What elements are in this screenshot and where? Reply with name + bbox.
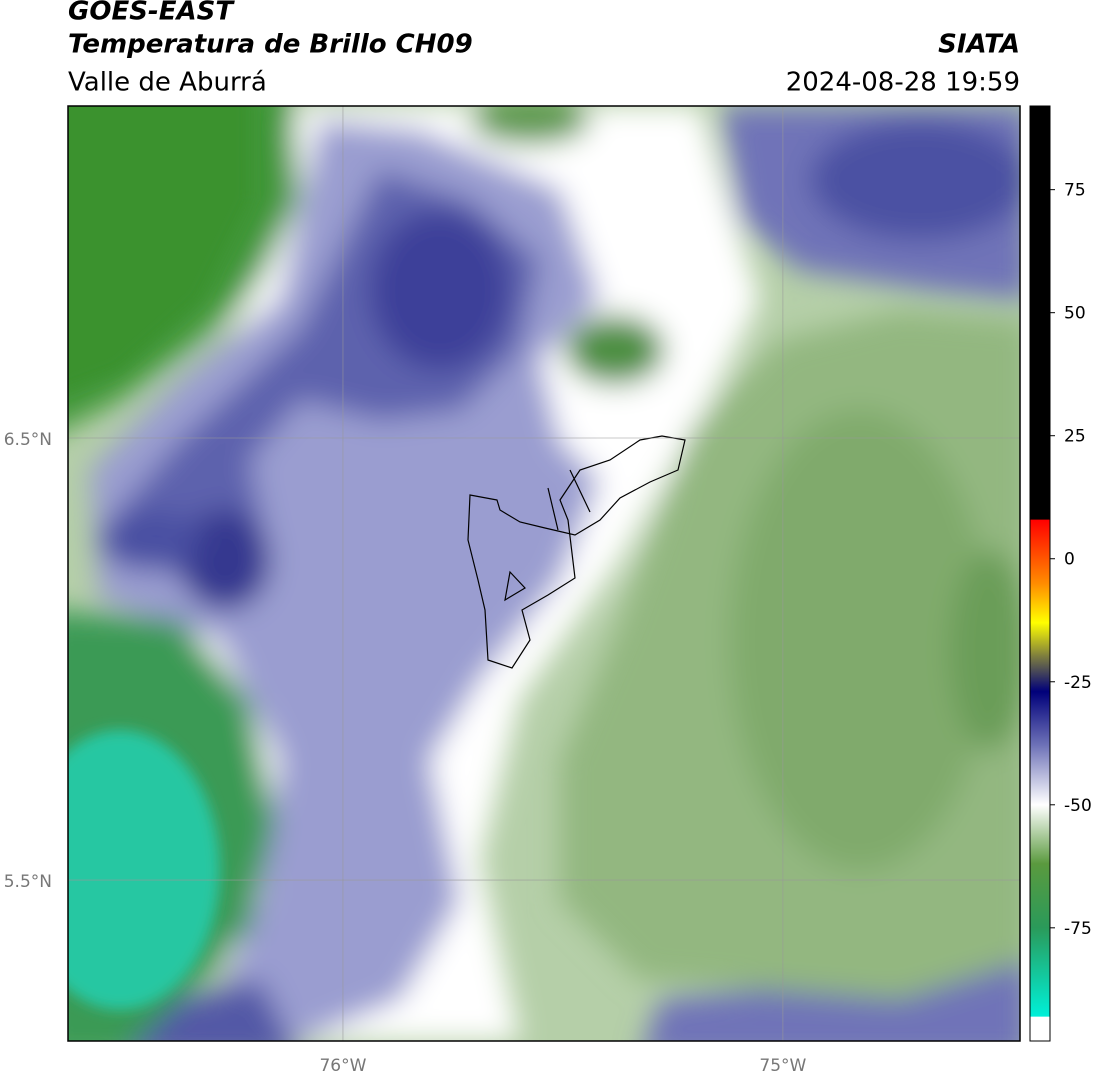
colorbar-tick-label: -75 [1064,919,1092,939]
graticule: 6.5°N 5.5°N 76°W 75°W [4,106,1020,1076]
timestamp: 2024-08-28 19:59 [786,68,1020,98]
lon-label: 75°W [759,1056,806,1076]
lon-label: 76°W [319,1056,366,1076]
valley-outline [467,435,686,669]
colorbar [1029,105,1051,1042]
colorbar-tick-label: 25 [1064,427,1086,447]
colorbar-ticks: 75 50 25 0 -25 -50 -75 [1050,181,1092,939]
lat-label: 6.5°N [4,430,52,450]
colorbar-tick-label: 75 [1064,181,1086,201]
brightness-field [68,106,1020,1041]
subtitle: Temperatura de Brillo CH09 [68,30,473,60]
lat-label: 5.5°N [4,872,52,892]
colorbar-tick-label: 0 [1064,550,1075,570]
map-frame [67,105,1021,1042]
source: SIATA [938,30,1020,60]
colorbar-tick-label: -50 [1064,796,1092,816]
colorbar-tick-label: 50 [1064,304,1086,324]
colorbar-tick-label: -25 [1064,673,1092,693]
region: Valle de Aburrá [68,68,267,98]
title: GOES-EAST [68,0,235,27]
